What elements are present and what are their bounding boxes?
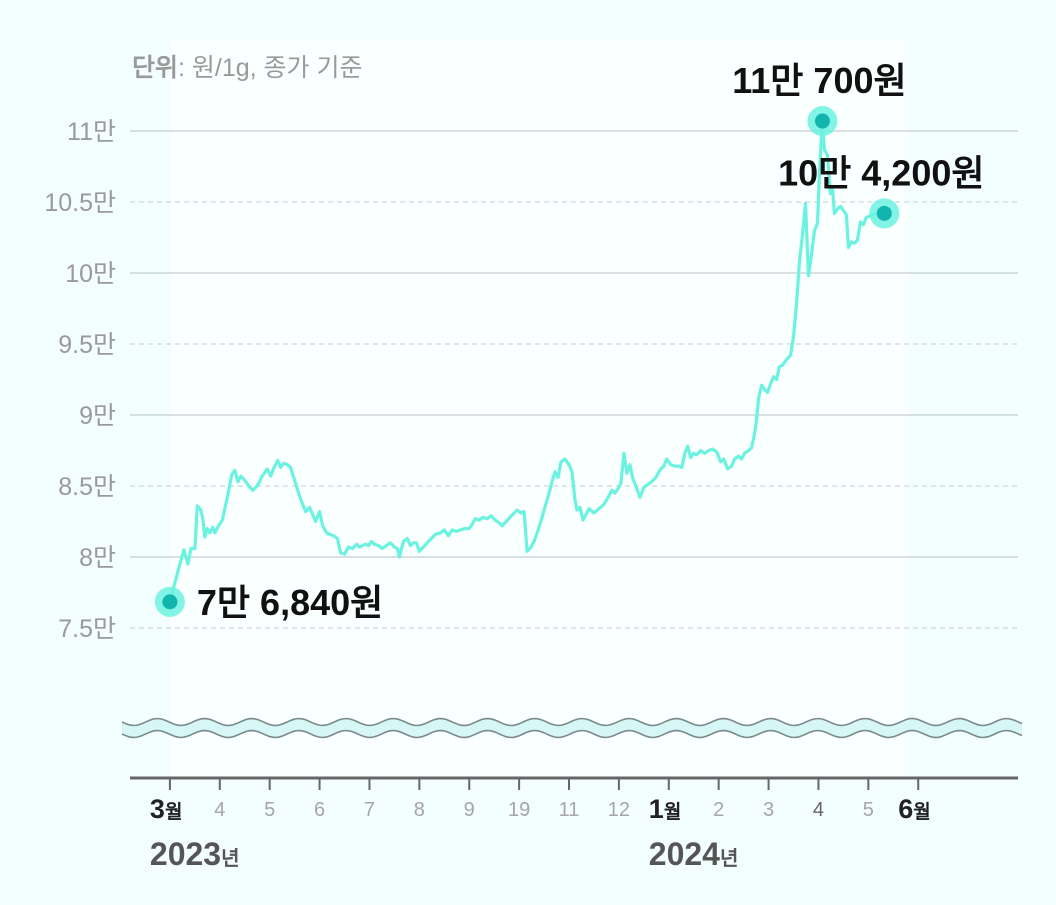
axis-break-line-upper [121, 717, 1023, 727]
x-tick-unit: 월 [165, 801, 182, 823]
data-callout-label: 7만 6,840원 [197, 582, 383, 623]
y-tick-label: 9만 [79, 402, 116, 430]
axis-break [121, 717, 1023, 739]
x-tick-number: 6 [898, 794, 913, 824]
x-tick-label: 4 [813, 799, 824, 821]
x-tick-label: 11 [559, 799, 580, 821]
y-tick-label: 8.5만 [58, 473, 116, 501]
axis-break-band [122, 718, 1022, 738]
x-tick-number: 1 [649, 794, 664, 824]
data-callout-label: 10만 4,200원 [778, 152, 984, 193]
x-year-unit: 년 [720, 847, 738, 870]
y-tick-label: 9.5만 [58, 331, 116, 359]
x-tick-label: 5 [264, 799, 275, 821]
unit-label-value: : 원/1g, 종가 기준 [178, 54, 362, 82]
x-year-label: 2024년 [649, 836, 739, 872]
x-tick-label-month: 1월 [649, 794, 682, 824]
x-tick-label: 2 [713, 799, 724, 821]
axis-break-line-lower [121, 729, 1023, 739]
x-tick-label: 3 [763, 799, 774, 821]
x-tick-label: 19 [508, 799, 530, 821]
x-tick-label: 5 [863, 799, 874, 821]
point-markers: 7만 6,840원 11만 700원 10만 4,200원 [154, 60, 984, 623]
x-year-number: 2024 [649, 836, 720, 872]
y-axis-labels: 11만 10.5만 10만 9.5만 9만 8.5만 8만 7.5만 [44, 118, 116, 643]
y-tick-label: 7.5만 [58, 615, 116, 643]
y-tick-label: 10만 [65, 260, 116, 288]
y-tick-label: 8만 [79, 544, 116, 572]
y-tick-label: 11만 [67, 118, 116, 146]
x-tick-label: 12 [608, 799, 630, 821]
data-callout-label: 11만 700원 [732, 60, 906, 101]
marker-dot [814, 113, 830, 129]
unit-label: 단위: 원/1g, 종가 기준 [132, 54, 363, 82]
x-tick-number: 3 [150, 794, 165, 824]
x-tick-label: 8 [414, 799, 425, 821]
x-tick-label-month: 3월 [150, 794, 183, 824]
x-tick-label-month: 6월 [898, 794, 931, 824]
marker-dot [876, 205, 892, 221]
plot-highlight-band [171, 40, 908, 778]
x-tick-label: 6 [314, 799, 325, 821]
y-tick-label: 10.5만 [44, 189, 116, 217]
x-tick-unit: 월 [664, 801, 681, 823]
unit-label-key: 단위 [132, 54, 178, 82]
price-series [168, 119, 886, 604]
price-line [168, 119, 886, 604]
x-year-label: 2023년 [150, 836, 240, 872]
marker-dot [162, 594, 178, 610]
x-tick-label: 9 [464, 799, 475, 821]
x-year-unit: 년 [221, 847, 239, 870]
x-tick-label: 4 [214, 799, 225, 821]
x-tick-unit: 월 [913, 801, 930, 823]
x-year-number: 2023 [150, 836, 221, 872]
x-tick-label: 7 [364, 799, 375, 821]
